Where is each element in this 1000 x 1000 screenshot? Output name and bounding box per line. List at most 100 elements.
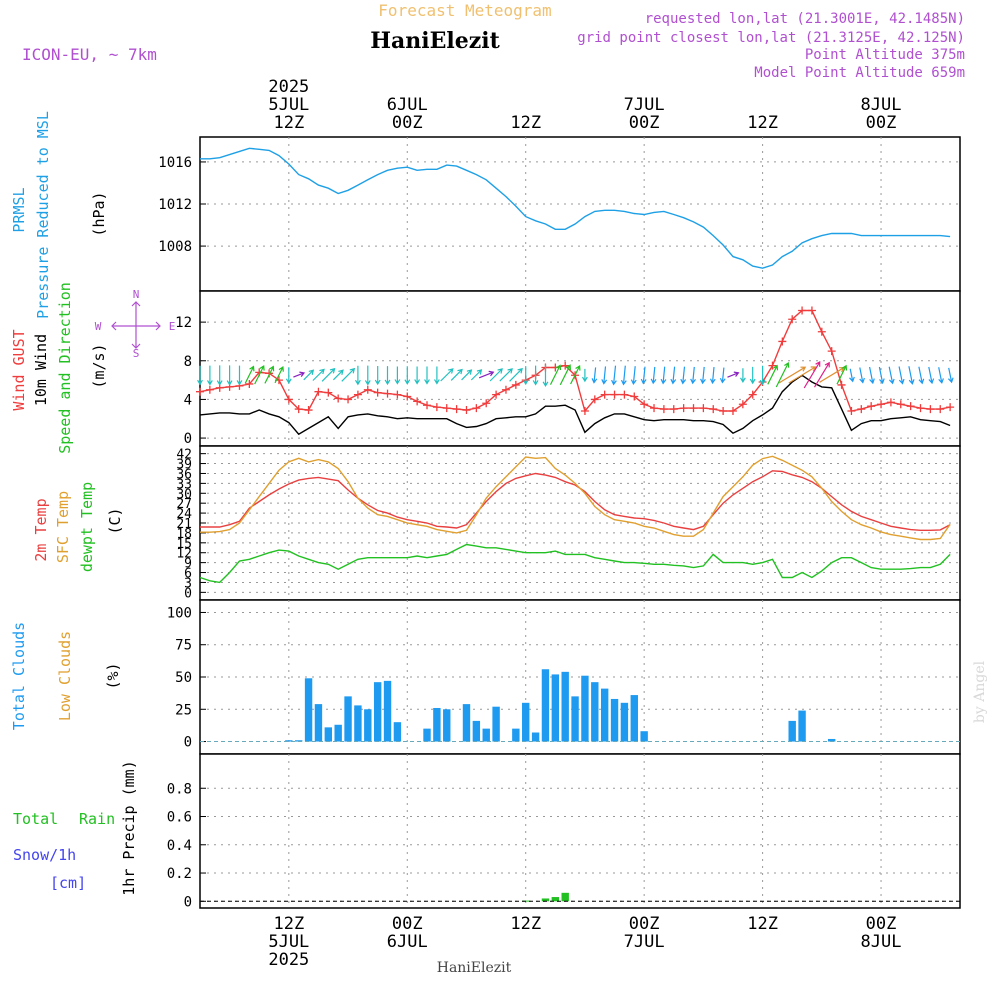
gust-marker	[442, 404, 451, 413]
y-tick-label: 3	[184, 576, 192, 591]
gust-marker	[916, 404, 925, 413]
gust-marker	[630, 392, 639, 401]
panels: 1008101210160481203691215182124273033363…	[158, 136, 961, 910]
panel-4: 0 0.2 0.4 0.6 0.8	[167, 753, 961, 910]
wind-arrow-icon	[532, 365, 539, 386]
gust-marker	[926, 405, 935, 414]
gust-marker	[472, 404, 481, 413]
time-label-bottom: 2025	[268, 950, 309, 970]
gust-marker	[245, 379, 254, 388]
gust-marker	[847, 407, 856, 416]
bar	[630, 695, 638, 742]
time-label-bottom: 7JUL	[624, 932, 665, 952]
precip-label-total: Total	[13, 810, 58, 828]
wind-arrow-icon	[620, 365, 627, 386]
wind-arrow-icon	[522, 366, 529, 386]
wind-arrow-icon	[878, 366, 885, 385]
series-dewpt-temp	[199, 543, 951, 584]
compass-icon: N S W E	[95, 288, 176, 360]
y-tick-label: 8	[184, 354, 192, 370]
cloud-labels: Total Clouds Low Clouds (%)	[10, 622, 122, 730]
pressure-label-msl: Pressure Reduced to MSL	[34, 111, 52, 319]
gust-marker	[817, 327, 826, 336]
y-tick-label: 50	[175, 670, 192, 686]
bar	[620, 702, 629, 742]
precip-label-snow: Snow/1h	[13, 846, 76, 864]
gust-marker	[709, 405, 718, 414]
bar	[472, 720, 481, 742]
y-tick-label: 24	[176, 507, 192, 522]
time-label-top: 7JUL	[624, 95, 665, 115]
wind-arrow-icon	[690, 366, 696, 385]
compass-e: E	[169, 320, 176, 333]
bar	[364, 709, 372, 742]
wind-label-speed-dir: Speed and Direction	[56, 282, 74, 454]
gust-marker	[492, 390, 501, 399]
wind-arrow-icon	[440, 368, 454, 382]
wind-arrow-icon	[739, 368, 746, 383]
temp-labels: 2m Temp SFC Temp dewpt Temp (C)	[32, 482, 124, 572]
y-tick-label: 39	[176, 458, 192, 473]
cloud-label-low: Low Clouds	[56, 631, 74, 721]
compass-n: N	[133, 288, 140, 301]
bar	[571, 696, 579, 742]
gust-marker	[936, 405, 945, 414]
gust-marker	[857, 405, 866, 414]
wind-arrow-icon	[849, 368, 855, 383]
wind-arrow-icon	[640, 366, 647, 385]
wind-arrow-icon	[813, 361, 830, 388]
bar	[354, 705, 362, 742]
y-tick-label: 36	[176, 467, 192, 482]
y-tick-label: 9	[184, 557, 192, 572]
bar	[492, 706, 500, 742]
time-label-bottom: 12Z	[747, 914, 778, 934]
bar	[295, 740, 303, 742]
gust-marker	[798, 306, 807, 315]
gust-marker	[719, 407, 728, 416]
temp-label-2m: 2m Temp	[32, 498, 50, 561]
pressure-unit: (hPa)	[90, 191, 108, 236]
gust-marker	[827, 347, 836, 356]
temp-label-dew: dewpt Temp	[78, 482, 96, 572]
time-label-top: 00Z	[629, 113, 660, 133]
precip-unit: 1hr Precip (mm)	[120, 760, 138, 895]
wind-arrow-icon	[274, 366, 284, 384]
wind-label-10m: 10m Wind	[32, 334, 50, 406]
y-tick-label: 0.4	[167, 838, 192, 854]
bar	[344, 696, 352, 742]
bar	[314, 704, 323, 742]
wind-arrow-icon	[312, 368, 325, 381]
bar	[798, 710, 806, 742]
gust-marker	[324, 388, 333, 397]
gust-marker	[807, 306, 816, 315]
bar	[324, 727, 333, 742]
wind-arrow-icon	[499, 368, 513, 382]
wind-arrow-icon	[414, 366, 421, 385]
gust-marker	[699, 404, 708, 413]
gust-marker	[689, 404, 698, 413]
gust-marker	[452, 405, 461, 414]
wind-arrow-icon	[450, 368, 463, 381]
y-tick-label: 0.8	[167, 781, 192, 797]
gust-marker	[610, 390, 619, 399]
gust-marker	[353, 390, 362, 399]
gust-marker	[196, 387, 204, 396]
y-tick-label: 12	[175, 315, 192, 331]
y-tick-label: 4	[184, 392, 192, 408]
gust-marker	[600, 390, 609, 399]
time-label-bottom: 00Z	[392, 914, 423, 934]
time-label-top: 12Z	[273, 113, 304, 133]
bar	[522, 702, 530, 742]
panel-0: 1008 1012 1016	[158, 136, 961, 292]
gust-marker	[748, 390, 757, 399]
wind-unit: (m/s)	[90, 343, 108, 388]
product-title: Forecast Meteogram	[378, 1, 551, 20]
y-tick-label: 1012	[158, 197, 192, 213]
wind-arrow-icon	[719, 367, 726, 384]
gust-marker	[896, 400, 905, 409]
gust-marker	[590, 395, 599, 404]
wind-arrow-icon	[404, 366, 411, 385]
gridpoint-coords: grid point closest lon,lat (21.3125E, 42…	[577, 30, 965, 46]
time-label-top: 8JUL	[861, 95, 902, 115]
panel-frame	[199, 753, 961, 909]
